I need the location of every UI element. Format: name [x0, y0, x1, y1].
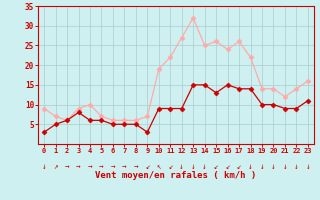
X-axis label: Vent moyen/en rafales ( km/h ): Vent moyen/en rafales ( km/h ) — [95, 171, 257, 180]
Text: ↖: ↖ — [156, 162, 161, 171]
Text: ↙: ↙ — [145, 162, 150, 171]
Text: ↓: ↓ — [202, 162, 207, 171]
Text: ↓: ↓ — [294, 162, 299, 171]
Text: →: → — [99, 162, 104, 171]
Text: ↓: ↓ — [260, 162, 264, 171]
Text: →: → — [133, 162, 138, 171]
Text: ↗: ↗ — [53, 162, 58, 171]
Text: ↓: ↓ — [271, 162, 276, 171]
Text: ↙: ↙ — [237, 162, 241, 171]
Text: ↓: ↓ — [306, 162, 310, 171]
Text: ↓: ↓ — [180, 162, 184, 171]
Text: ↙: ↙ — [225, 162, 230, 171]
Text: ↓: ↓ — [283, 162, 287, 171]
Text: →: → — [122, 162, 127, 171]
Text: →: → — [65, 162, 69, 171]
Text: →: → — [111, 162, 115, 171]
Text: →: → — [76, 162, 81, 171]
Text: ↓: ↓ — [248, 162, 253, 171]
Text: ↙: ↙ — [214, 162, 219, 171]
Text: ↓: ↓ — [42, 162, 46, 171]
Text: ↙: ↙ — [168, 162, 172, 171]
Text: ↓: ↓ — [191, 162, 196, 171]
Text: →: → — [88, 162, 92, 171]
